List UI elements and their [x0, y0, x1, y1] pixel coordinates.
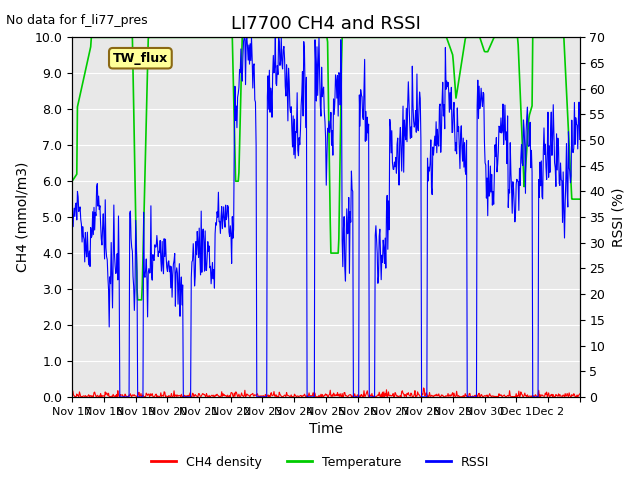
Title: LI7700 CH4 and RSSI: LI7700 CH4 and RSSI — [231, 15, 421, 33]
Legend: CH4 density, Temperature, RSSI: CH4 density, Temperature, RSSI — [146, 451, 494, 474]
Text: No data for f_li77_pres: No data for f_li77_pres — [6, 14, 148, 27]
X-axis label: Time: Time — [309, 422, 343, 436]
Y-axis label: CH4 (mmol/m3): CH4 (mmol/m3) — [15, 162, 29, 272]
Text: TW_flux: TW_flux — [113, 52, 168, 65]
Y-axis label: RSSI (%): RSSI (%) — [611, 187, 625, 247]
